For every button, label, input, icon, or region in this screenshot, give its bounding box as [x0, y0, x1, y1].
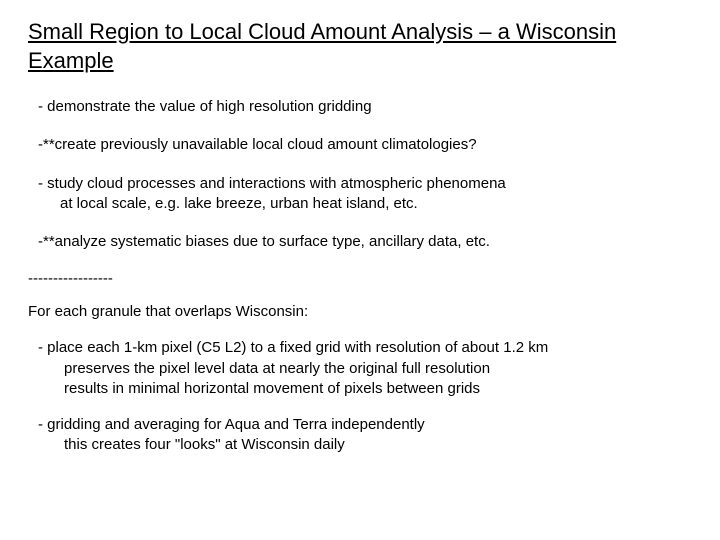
- bullet-item: -**create previously unavailable local c…: [28, 135, 692, 155]
- sub-item-text: - gridding and averaging for Aqua and Te…: [38, 416, 425, 433]
- bullet-text: -**create previously unavailable local c…: [38, 136, 477, 153]
- divider: -----------------: [28, 270, 692, 287]
- bullet-text: - demonstrate the value of high resoluti…: [38, 98, 372, 115]
- sub-item-text: - place each 1-km pixel (C5 L2) to a fix…: [38, 339, 548, 356]
- sub-item-continuation: this creates four "looks" at Wisconsin d…: [38, 435, 692, 455]
- bullet-text: -**analyze systematic biases due to surf…: [38, 233, 490, 250]
- bullet-list: - demonstrate the value of high resoluti…: [28, 97, 692, 252]
- sub-item-list: - place each 1-km pixel (C5 L2) to a fix…: [28, 338, 692, 455]
- slide-title: Small Region to Local Cloud Amount Analy…: [28, 18, 692, 75]
- sub-item: - place each 1-km pixel (C5 L2) to a fix…: [28, 338, 692, 399]
- bullet-item: - demonstrate the value of high resoluti…: [28, 97, 692, 117]
- sub-item-continuation: preserves the pixel level data at nearly…: [38, 359, 692, 379]
- bullet-text: - study cloud processes and interactions…: [38, 175, 506, 192]
- section-intro: For each granule that overlaps Wisconsin…: [28, 303, 692, 320]
- bullet-item: -**analyze systematic biases due to surf…: [28, 232, 692, 252]
- bullet-item: - study cloud processes and interactions…: [28, 174, 692, 215]
- bullet-continuation: at local scale, e.g. lake breeze, urban …: [38, 194, 692, 214]
- sub-item-continuation: results in minimal horizontal movement o…: [38, 379, 692, 399]
- sub-item: - gridding and averaging for Aqua and Te…: [28, 415, 692, 456]
